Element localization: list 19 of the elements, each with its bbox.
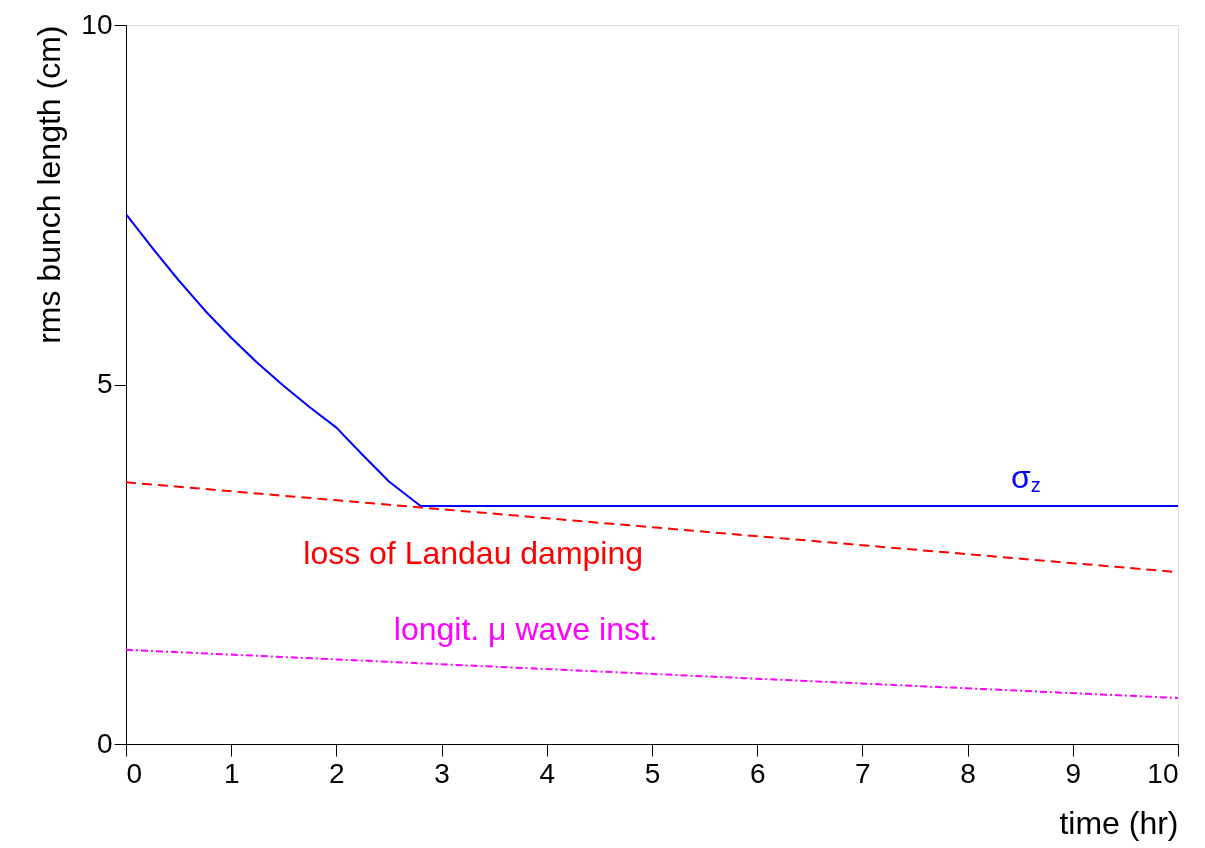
x-tick-label: 4: [539, 757, 556, 789]
y-tick-label: 5: [96, 368, 113, 399]
x-tick-label: 5: [644, 757, 661, 789]
y-tick-label: 0: [96, 727, 113, 759]
x-tick-label: 1: [223, 757, 240, 789]
x-tick-label: 0: [126, 757, 143, 789]
series-label: longit. μ wave inst.: [393, 611, 658, 648]
y-tick-label: 10: [81, 8, 113, 40]
x-axis-title: time (hr): [1059, 804, 1179, 841]
series-label: loss of Landau damping: [303, 534, 644, 571]
x-tick-label: 3: [434, 757, 450, 789]
x-tick-label: 2: [329, 757, 345, 789]
x-tick-label: 9: [1065, 757, 1082, 789]
line-series: [126, 213, 1178, 508]
x-tick-label: 10: [1147, 757, 1179, 789]
x-tick-label: 6: [749, 757, 766, 789]
x-tick-label: 7: [855, 757, 871, 789]
x-tick-label: 8: [960, 757, 976, 789]
y-axis-title: rms bunch length (cm): [31, 25, 68, 344]
